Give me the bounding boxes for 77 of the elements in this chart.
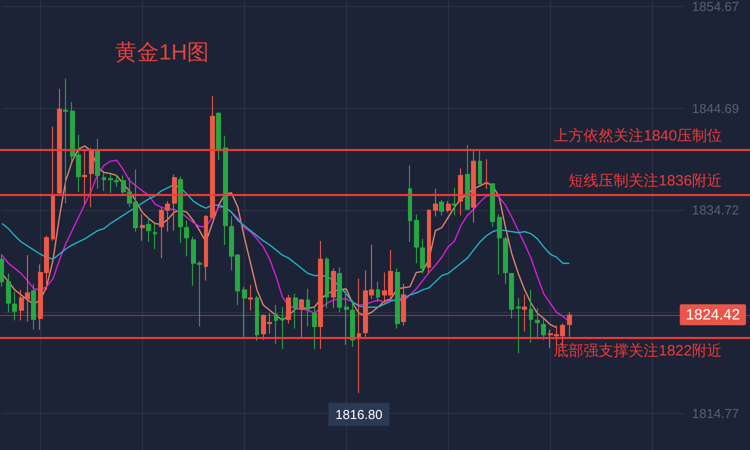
candlestick bbox=[484, 158, 489, 190]
candlestick bbox=[497, 214, 502, 276]
candlestick bbox=[478, 150, 482, 186]
ref-line-label: 短线压制关注1836附近 bbox=[568, 172, 722, 190]
candlestick bbox=[95, 138, 100, 190]
candlestick bbox=[427, 208, 431, 274]
candlestick bbox=[204, 214, 208, 282]
candlestick bbox=[535, 308, 540, 338]
candlestick bbox=[490, 183, 495, 228]
candlestick bbox=[12, 291, 17, 321]
candlestick bbox=[140, 214, 145, 242]
candlestick bbox=[567, 312, 572, 338]
y-tick-label: 1854.67 bbox=[692, 0, 739, 14]
candlestick bbox=[153, 223, 157, 250]
candlestick bbox=[82, 148, 87, 205]
candlestick bbox=[31, 283, 36, 330]
candlestick bbox=[452, 187, 457, 216]
candlestick bbox=[465, 144, 470, 211]
text: 黄金1H图 bbox=[115, 40, 210, 64]
candlestick bbox=[146, 216, 151, 242]
candlestick bbox=[274, 304, 278, 344]
candlestick bbox=[242, 286, 247, 338]
y-tick-label: 1844.69 bbox=[692, 100, 739, 116]
candlestick bbox=[114, 174, 119, 188]
candlestick bbox=[331, 268, 336, 309]
candlestick bbox=[337, 266, 342, 313]
candlestick bbox=[522, 294, 527, 332]
candlestick bbox=[433, 188, 438, 217]
annotation: 1816.80 bbox=[335, 406, 382, 422]
ref-line-label: 上方依然关注1840压制位 bbox=[554, 127, 722, 144]
candlestick bbox=[446, 200, 451, 213]
candlestick bbox=[312, 306, 317, 350]
candlestick bbox=[503, 236, 508, 284]
candlestick bbox=[420, 238, 425, 274]
candlestick bbox=[216, 112, 221, 161]
candlestick bbox=[51, 126, 55, 242]
candlestick bbox=[516, 297, 521, 354]
candlestick bbox=[376, 281, 380, 303]
candlestick bbox=[306, 288, 310, 328]
candlestick bbox=[318, 240, 323, 350]
line-series bbox=[1, 184, 570, 308]
candlestick bbox=[395, 268, 400, 330]
candlestick bbox=[0, 254, 4, 288]
candlestick bbox=[541, 318, 546, 340]
candlestick bbox=[401, 283, 406, 326]
candlestick bbox=[178, 176, 183, 244]
candlestick bbox=[248, 284, 253, 311]
candlestick bbox=[414, 214, 419, 264]
candlestick bbox=[408, 164, 412, 242]
candlestick bbox=[184, 220, 189, 257]
candlestick bbox=[6, 273, 11, 313]
y-tick-label: 1834.72 bbox=[692, 202, 739, 218]
candlestick bbox=[255, 295, 259, 342]
candlestick bbox=[439, 200, 444, 216]
ref-line-label: 1824.42 bbox=[686, 306, 740, 324]
candlestick bbox=[223, 135, 228, 246]
candlestick bbox=[344, 289, 349, 346]
candlestick bbox=[357, 278, 361, 394]
candlestick bbox=[172, 174, 177, 232]
candlestick bbox=[280, 306, 285, 350]
candlestick bbox=[286, 294, 291, 324]
candlestick bbox=[57, 88, 62, 196]
candlestick bbox=[350, 300, 355, 348]
candlestick bbox=[293, 293, 298, 330]
candlestick bbox=[89, 148, 94, 208]
y-tick-label: 1814.77 bbox=[692, 406, 739, 422]
ref-line-label: 底部强支撑关注1822附近 bbox=[554, 342, 722, 360]
candlestick bbox=[471, 150, 476, 223]
candlestick bbox=[509, 273, 514, 319]
candlestick bbox=[108, 174, 113, 194]
candlestick bbox=[458, 168, 463, 216]
candlestick bbox=[529, 289, 533, 344]
candlestick bbox=[102, 172, 106, 192]
candlestick bbox=[325, 256, 329, 309]
candlestick bbox=[210, 95, 215, 219]
candlestick bbox=[299, 298, 304, 340]
candlestick bbox=[63, 78, 68, 204]
